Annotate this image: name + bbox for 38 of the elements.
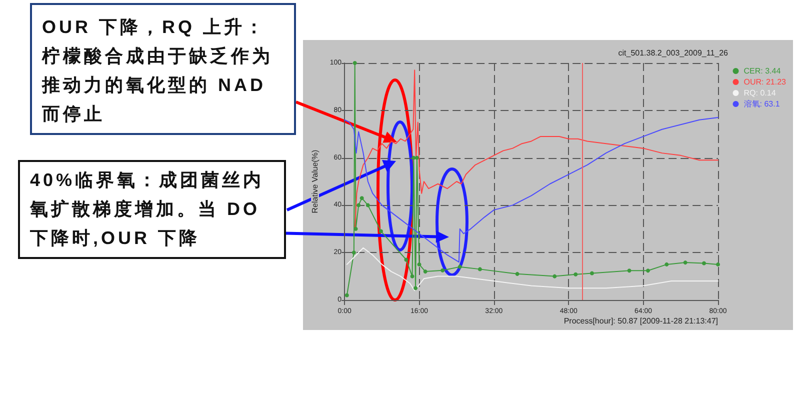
point	[410, 274, 414, 278]
point	[354, 226, 358, 231]
point	[414, 156, 419, 160]
point	[356, 203, 361, 208]
point	[352, 61, 357, 65]
point	[417, 262, 422, 266]
point	[366, 203, 370, 208]
x-axis-title: Process[hour]: 50.87 [2009-11-28 21:13:47]	[564, 316, 718, 326]
point	[440, 268, 445, 272]
text: 40%临界氧：成团菌丝内氧扩散梯度增加。当 DO 下降时,OUR 下降	[18, 160, 286, 259]
line-series	[354, 70, 718, 230]
point	[352, 250, 356, 255]
point	[664, 262, 669, 266]
point	[414, 286, 418, 290]
point	[552, 274, 557, 278]
chart-title: cit_501.38.2_003_2009_11_26	[618, 48, 729, 58]
point	[574, 272, 578, 276]
point	[627, 268, 632, 273]
legend-label: CER: 3.44	[744, 66, 782, 76]
y-axis-title: Relative Value(%)	[310, 149, 320, 214]
text: OUR 下降，RQ 上升：柠檬酸合成由于缺乏作为推动力的氧化型的 NAD 而停止	[30, 3, 296, 135]
point	[590, 271, 594, 276]
point	[702, 261, 706, 266]
point	[360, 196, 364, 200]
legend-label: OUR: 21.23	[744, 78, 787, 86]
line-series	[346, 247, 718, 292]
point	[646, 268, 650, 273]
line-series	[344, 117, 718, 263]
point	[378, 229, 383, 234]
point	[458, 264, 462, 269]
point	[423, 270, 428, 274]
point	[478, 267, 482, 272]
point	[404, 258, 408, 262]
point	[683, 260, 688, 265]
point	[716, 262, 720, 266]
point	[344, 293, 349, 298]
point	[515, 272, 520, 276]
legend-label: 溶氧: 63.1	[744, 100, 780, 108]
